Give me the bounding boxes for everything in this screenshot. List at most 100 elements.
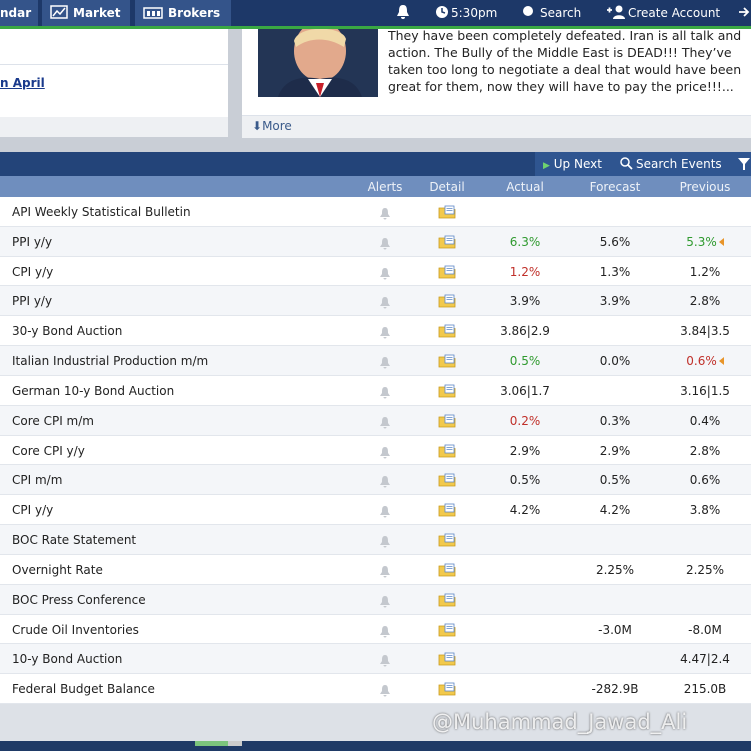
alert-icon[interactable] [379,205,391,224]
event-name[interactable]: PPI y/y [12,234,53,249]
forecast-value: 1.3% [599,264,631,279]
detail-icon[interactable] [438,532,456,551]
alert-icon[interactable] [379,652,391,671]
news-text: They have been completely defeated. Iran… [388,27,741,95]
column-label: Previous [679,180,731,194]
bottom-indicator [228,741,242,746]
nav-accent [0,26,751,29]
detail-icon[interactable] [438,234,456,253]
previous-value: 0.6% [689,473,721,488]
detail-icon[interactable] [438,383,456,402]
bell-icon[interactable] [396,4,410,20]
detail-icon[interactable] [438,443,456,462]
detail-icon[interactable] [438,204,456,223]
previous-value: 2.25% [685,562,725,577]
brokers-icon [143,7,163,19]
actual-value: 3.9% [509,294,541,309]
alert-icon[interactable] [379,623,391,642]
column-label: Detail [429,180,465,194]
filter-icon[interactable] [738,158,750,170]
event-name[interactable]: Federal Budget Balance [12,682,155,697]
detail-icon[interactable] [438,264,456,283]
actual-value: 4.2% [509,503,541,518]
alert-icon[interactable] [379,265,391,284]
alert-icon[interactable] [379,533,391,552]
event-name[interactable]: CPI y/y [12,503,54,518]
event-name[interactable]: API Weekly Statistical Bulletin [12,205,191,219]
event-name[interactable]: CPI y/y [12,264,54,279]
actual-value: 3.86|2.9 [500,324,550,339]
actual-value: 0.5% [509,473,541,488]
detail-icon[interactable] [438,562,456,581]
tab[interactable] [135,0,231,26]
detail-icon[interactable] [438,472,456,491]
forecast-value: 5.6% [599,234,631,249]
alert-icon[interactable] [379,324,391,343]
detail-icon[interactable] [438,592,456,611]
create-account-link[interactable]: Create Account [628,6,721,20]
detail-icon[interactable] [438,622,456,641]
event-name[interactable]: 30-y Bond Auction [12,324,123,339]
alert-icon[interactable] [379,593,391,612]
tab[interactable] [42,0,130,26]
detail-icon[interactable] [438,353,456,372]
alert-icon[interactable] [379,444,391,463]
alert-icon[interactable] [379,503,391,522]
event-name[interactable]: CPI m/m [12,473,63,488]
event-name[interactable]: German 10-y Bond Auction [12,383,175,398]
alert-icon[interactable] [379,354,391,373]
detail-icon[interactable] [438,651,456,670]
forecast-value: 0.5% [599,473,631,488]
table-row: CPI y/y 1.2% 1.3% 1.2% [0,256,751,287]
more-link[interactable]: ⬇More [252,119,292,133]
alert-icon[interactable] [379,294,391,313]
detail-icon[interactable] [438,681,456,700]
article-link[interactable]: n April [0,76,45,90]
table-row: PPI y/y 3.9% 3.9% 2.8% [0,286,751,317]
detail-icon[interactable] [438,293,456,312]
detail-icon[interactable] [438,323,456,342]
forecast-value: 2.25% [595,562,635,577]
event-name[interactable]: BOC Rate Statement [12,533,137,548]
alert-icon[interactable] [379,414,391,433]
event-name[interactable]: Core CPI m/m [12,413,94,428]
previous-value: 2.8% [689,443,721,458]
market-icon [50,5,68,19]
event-name[interactable]: Overnight Rate [12,562,103,577]
news-line: taken too long to negotiate a deal that … [388,62,742,77]
tab-label[interactable]: Brokers [168,6,221,20]
table-row: API Weekly Statistical Bulletin [0,197,751,227]
tab-label[interactable]: Market [73,6,121,20]
alert-icon[interactable] [379,384,391,403]
search-events-button[interactable]: Search Events [636,157,722,171]
detail-icon[interactable] [438,502,456,521]
up-next-label[interactable]: Up Next [553,157,602,171]
column-label: Forecast [589,180,641,194]
alert-icon[interactable] [379,473,391,492]
column-label: Alerts [367,180,403,194]
event-name[interactable]: Crude Oil Inventories [12,622,139,637]
event-name[interactable]: BOC Press Conference [12,592,146,607]
actual-value: 3.06|1.7 [500,383,550,398]
detail-icon[interactable] [438,413,456,432]
forecast-value: -3.0M [598,622,632,637]
tab-label[interactable]: ndar [0,6,32,20]
alert-icon[interactable] [379,563,391,582]
event-name[interactable]: 10-y Bond Auction [12,652,123,667]
previous-value: 2.8% [689,294,721,309]
news-line: action. The Bully of the Middle East is … [388,45,732,60]
login-icon[interactable] [738,6,750,18]
tab[interactable] [0,0,38,26]
divider [0,64,228,65]
alert-icon[interactable] [379,682,391,701]
alert-icon[interactable] [379,235,391,254]
event-name[interactable]: Core CPI y/y [12,443,85,458]
previous-value: 4.47|2.4 [680,652,730,667]
previous-value: 1.2% [689,264,721,279]
up-next-button[interactable]: ▶ Up Next [543,157,602,171]
search-link[interactable]: Search [540,6,582,20]
more-label[interactable]: More [262,119,292,133]
event-name[interactable]: Italian Industrial Production m/m [12,354,209,369]
event-name[interactable]: PPI y/y [12,294,53,309]
table-row: German 10-y Bond Auction 3.06|1.7 3.16|1.5 [0,375,751,406]
